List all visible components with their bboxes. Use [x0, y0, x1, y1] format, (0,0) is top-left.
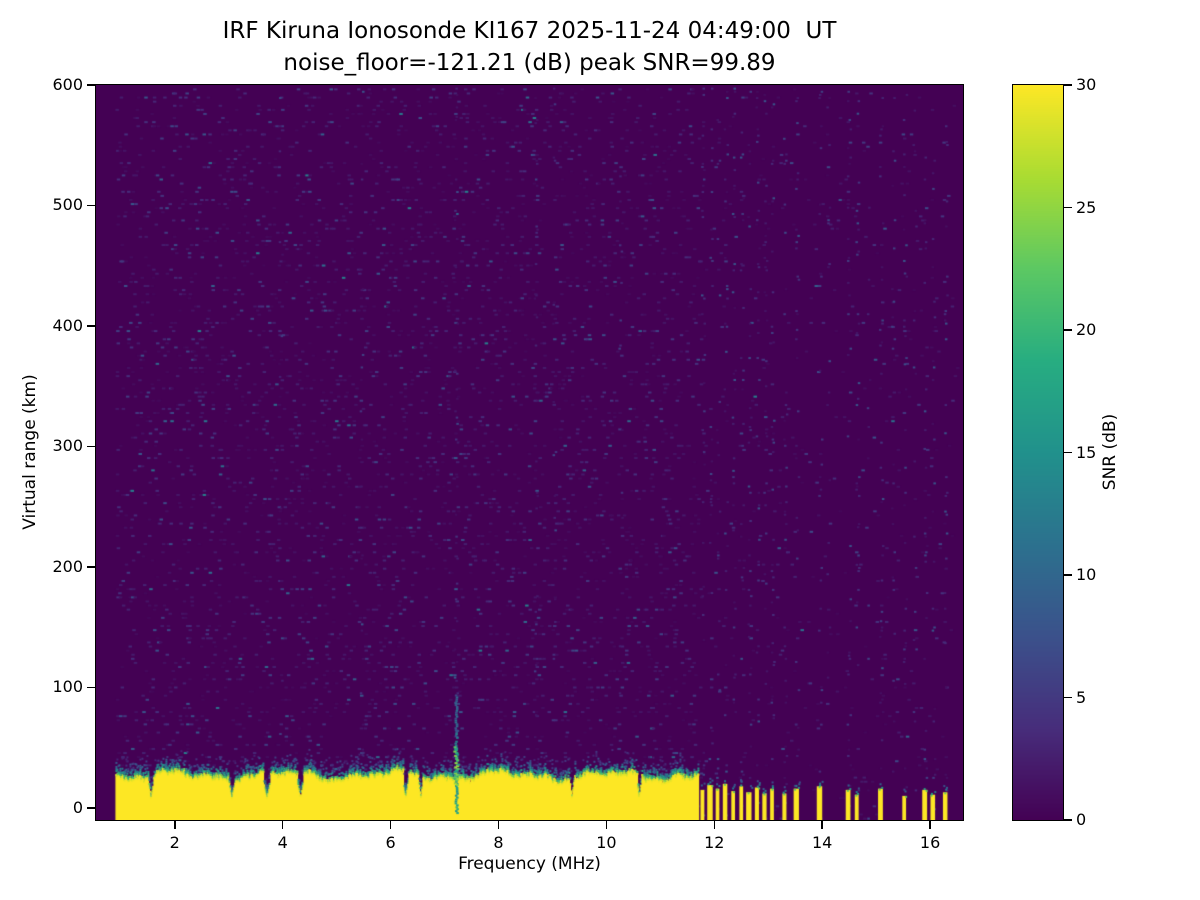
x-tick-label: 2	[169, 833, 180, 852]
chart-subtitle: noise_floor=-121.21 (dB) peak SNR=99.89	[283, 50, 776, 76]
x-tick-label: 4	[277, 833, 288, 852]
x-tick-label: 14	[811, 833, 833, 852]
x-tick	[174, 821, 176, 829]
x-tick	[281, 821, 284, 829]
colorbar-tick	[1064, 574, 1072, 576]
x-tick-label: 16	[919, 833, 941, 852]
colorbar-tick-label: 15	[1076, 442, 1097, 462]
colorbar-tick	[1064, 819, 1072, 821]
colorbar-tick	[1064, 206, 1072, 209]
y-tick-label: 200	[52, 556, 83, 576]
y-tick-label: 0	[72, 797, 83, 817]
colorbar-tick-label: 20	[1076, 320, 1097, 339]
y-tick-label: 100	[52, 677, 83, 697]
x-tick	[605, 821, 608, 829]
y-tick	[87, 566, 95, 568]
x-tick-label: 10	[596, 833, 617, 852]
y-tick	[87, 686, 95, 689]
colorbar	[1012, 84, 1064, 821]
y-tick-label: 300	[52, 436, 83, 456]
colorbar-tick-label: 0	[1076, 810, 1087, 829]
y-tick-label: 600	[52, 75, 83, 94]
y-tick	[87, 445, 95, 448]
colorbar-tick	[1064, 696, 1072, 699]
colorbar-tick-label: 30	[1076, 75, 1097, 94]
x-tick-label: 12	[704, 833, 725, 852]
colorbar-tick	[1064, 84, 1072, 86]
heatmap-canvas	[96, 85, 963, 820]
colorbar-tick	[1064, 451, 1072, 454]
colorbar-gradient	[1013, 85, 1063, 820]
colorbar-tick	[1064, 329, 1072, 331]
x-tick-label: 8	[493, 833, 504, 852]
y-tick-label: 400	[52, 315, 83, 335]
chart-title: IRF Kiruna Ionosonde KI167 2025-11-24 04…	[222, 18, 837, 44]
x-tick	[821, 821, 823, 829]
plot-area	[95, 84, 964, 821]
colorbar-tick-label: 5	[1076, 687, 1087, 707]
x-tick	[389, 821, 392, 829]
x-tick	[929, 821, 931, 829]
y-tick	[87, 84, 95, 86]
x-axis-label: Frequency (MHz)	[458, 854, 601, 874]
x-tick	[497, 821, 500, 829]
y-tick	[87, 807, 95, 809]
colorbar-tick-label: 25	[1076, 197, 1097, 217]
x-tick-label: 6	[385, 833, 396, 852]
colorbar-tick-label: 10	[1076, 565, 1097, 584]
y-tick	[87, 204, 95, 207]
y-tick-label: 500	[52, 195, 83, 215]
y-tick	[87, 325, 95, 327]
x-tick	[713, 821, 716, 829]
